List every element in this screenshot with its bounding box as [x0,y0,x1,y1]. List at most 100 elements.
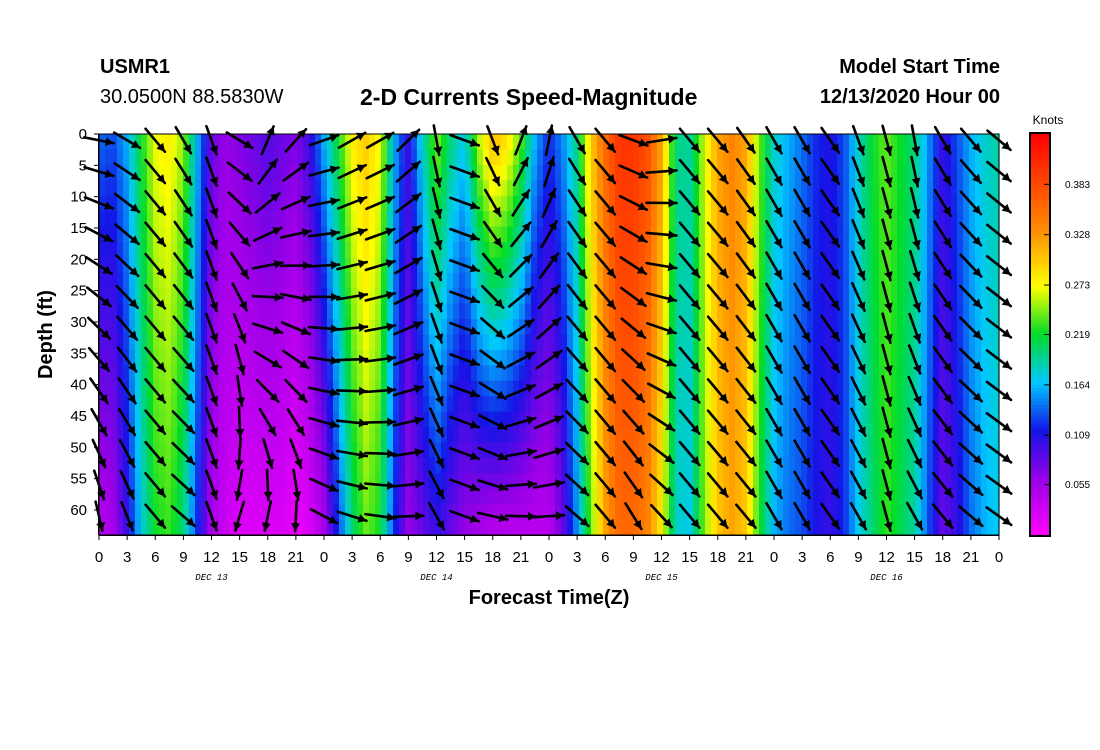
heatmap-cell [519,334,526,351]
heatmap-cell [339,149,346,166]
heatmap-cell [723,226,730,243]
colorbar-segment [1031,451,1049,456]
heatmap-cell [573,164,580,181]
heatmap-cell [537,149,544,166]
heatmap-cell [429,396,436,413]
colorbar-segment [1031,521,1049,526]
heatmap-cell [429,473,436,490]
heatmap-cell [447,365,454,382]
heatmap-cell [543,396,550,413]
heatmap-cell [147,519,154,536]
heatmap-cell [981,334,988,351]
heatmap-cell [927,519,934,536]
heatmap-cell [711,396,718,413]
heatmap-cell [825,195,832,212]
heatmap-cell [375,149,382,166]
heatmap-cell [855,365,862,382]
heatmap-cell [549,272,556,289]
heatmap-cell [177,365,184,382]
heatmap-cell [819,349,826,366]
heatmap-cell [141,303,148,320]
heatmap-cell [723,257,730,274]
heatmap-cell [531,427,538,444]
heatmap-cell [543,380,550,397]
heatmap-cell [189,488,196,505]
heatmap-cell [681,380,688,397]
heatmap-cell [159,288,166,305]
heatmap-cell [207,272,214,289]
model-start-label: Model Start Time [839,56,1000,78]
heatmap-cell [915,319,922,336]
heatmap-cell [783,457,790,474]
heatmap-cell [879,195,886,212]
heatmap-cell [129,411,136,428]
heatmap-cell [153,504,160,521]
heatmap-cell [285,473,292,490]
current-vector-arrow [820,283,841,311]
heatmap-cell [567,488,574,505]
heatmap-cell [117,134,124,151]
heatmap-cell [531,457,538,474]
heatmap-cell [933,334,940,351]
heatmap-cell [375,380,382,397]
heatmap-cell [159,380,166,397]
current-vector-arrow [225,131,254,150]
heatmap-cell [267,272,274,289]
heatmap-cell [405,396,412,413]
heatmap-cell [765,380,772,397]
heatmap-cell [531,334,538,351]
heatmap-cell [855,519,862,536]
current-vector-arrow [645,291,678,303]
current-vector-arrow [307,324,341,334]
heatmap-cell [249,211,256,228]
heatmap-cell [831,349,838,366]
heatmap-cell [771,473,778,490]
heatmap-cell [417,180,424,197]
heatmap-cell [873,164,880,181]
heatmap-cell [741,134,748,151]
heatmap-cell [591,427,598,444]
heatmap-cell [561,288,568,305]
heatmap-cell [213,241,220,258]
heatmap-cell [837,457,844,474]
date-label: DEC 15 [645,573,678,583]
heatmap-cell [441,319,448,336]
heatmap-cell [921,519,928,536]
heatmap-cell [459,195,466,212]
heatmap-cell [885,211,892,228]
current-vector-arrow [533,447,565,460]
heatmap-cell [585,211,592,228]
heatmap-cell [537,288,544,305]
heatmap-cell [507,365,514,382]
heatmap-cell [525,211,532,228]
heatmap-cell [675,504,682,521]
current-vector-arrow [908,249,921,282]
current-vector-arrow [307,292,341,302]
heatmap-cell [489,411,496,428]
heatmap-cell [609,334,616,351]
heatmap-cell [249,257,256,274]
heatmap-cell [723,457,730,474]
heatmap-cell [405,272,412,289]
heatmap-cell [177,164,184,181]
heatmap-cell [783,334,790,351]
heatmap-cell [615,427,622,444]
colorbar-segment [1031,381,1049,386]
heatmap-cell [807,134,814,151]
heatmap-cell [897,427,904,444]
heatmap-cell [147,134,154,151]
heatmap-cell [705,149,712,166]
heatmap-cell [819,257,826,274]
heatmap-cell [201,211,208,228]
heatmap-cell [189,334,196,351]
heatmap-cell [933,519,940,536]
heatmap-cell [813,241,820,258]
heatmap-cell [579,211,586,228]
heatmap-cell [369,211,376,228]
heatmap-cell [813,195,820,212]
heatmap-cell [393,365,400,382]
heatmap-cell [603,457,610,474]
heatmap-cell [381,519,388,536]
heatmap-cell [819,211,826,228]
heatmap-cell [795,319,802,336]
